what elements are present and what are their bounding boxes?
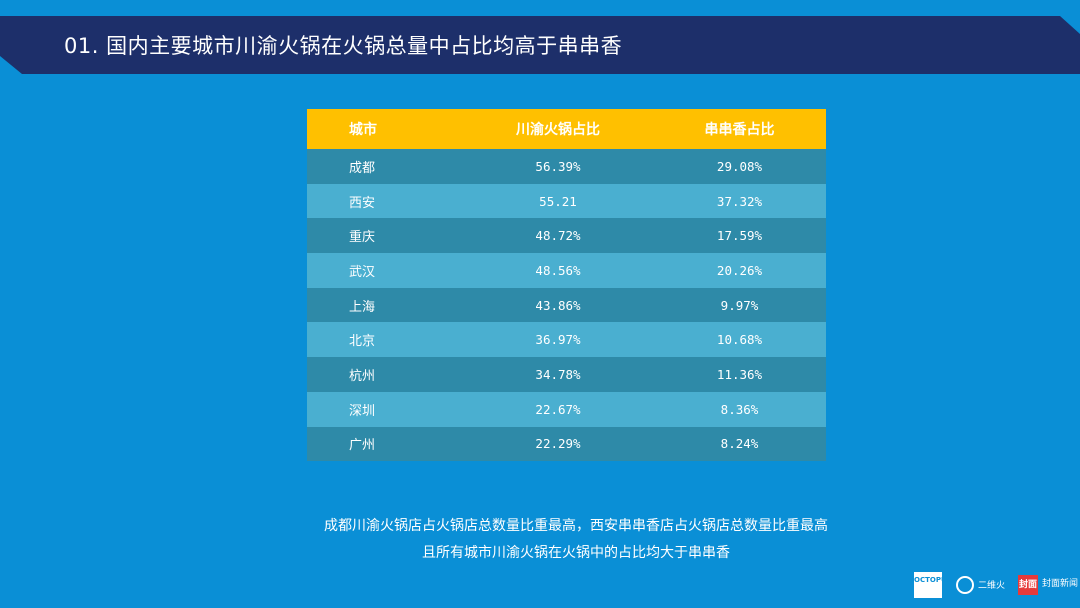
cell-chuanchuan-share: 29.08% <box>653 149 826 184</box>
table-row: 武汉 48.56% 20.26% <box>307 253 826 288</box>
fengmian-mark: 封面 <box>1018 575 1038 595</box>
table-row: 北京 36.97% 10.68% <box>307 322 826 358</box>
cell-hotpot-share: 36.97% <box>463 322 653 358</box>
cell-city: 上海 <box>307 287 463 323</box>
octopus-logo-text: OCTOPUS <box>914 576 952 584</box>
cell-city: 成都 <box>307 149 463 184</box>
page-title: 01. 国内主要城市川渝火锅在火锅总量中占比均高于串串香 <box>64 34 623 58</box>
erweihuo-mark-icon <box>956 576 974 594</box>
cell-chuanchuan-share: 17.59% <box>653 218 826 254</box>
table-row: 西安 55.21 37.32% <box>307 183 826 219</box>
caption-line-1: 成都川渝火锅店占火锅店总数量比重最高，西安串串香店占火锅店总数量比重最高 <box>324 518 828 534</box>
cell-hotpot-share: 22.67% <box>463 391 653 427</box>
cell-chuanchuan-share: 8.36% <box>653 391 826 427</box>
table-row: 广州 22.29% 8.24% <box>307 426 826 462</box>
cell-city: 武汉 <box>307 253 463 288</box>
fengmian-logo: 封面 封面新闻 <box>1018 572 1080 598</box>
cell-city: 北京 <box>307 322 463 358</box>
caption-line-2: 且所有城市川渝火锅在火锅中的占比均大于串串香 <box>422 545 730 561</box>
table-row: 上海 43.86% 9.97% <box>307 287 826 323</box>
cell-city: 深圳 <box>307 391 463 427</box>
cell-hotpot-share: 48.72% <box>463 218 653 254</box>
table-row: 深圳 22.67% 8.36% <box>307 391 826 427</box>
cell-hotpot-share: 56.39% <box>463 149 653 184</box>
data-table: 城市 川渝火锅占比 串串香占比 成都 56.39% 29.08% 西安 55.2… <box>307 109 826 462</box>
cell-chuanchuan-share: 11.36% <box>653 357 826 392</box>
column-header-city: 城市 <box>307 109 463 149</box>
title-bar-shape <box>0 16 1080 74</box>
cell-city: 广州 <box>307 426 463 462</box>
cell-hotpot-share: 43.86% <box>463 287 653 323</box>
title-bar <box>0 16 1080 74</box>
cell-chuanchuan-share: 10.68% <box>653 322 826 358</box>
column-header-chuanchuan-share: 串串香占比 <box>653 109 826 149</box>
column-header-hotpot-share: 川渝火锅占比 <box>463 109 653 149</box>
cell-hotpot-share: 48.56% <box>463 253 653 288</box>
cell-hotpot-share: 55.21 <box>463 183 653 219</box>
cell-city: 重庆 <box>307 218 463 254</box>
table-row: 成都 56.39% 29.08% <box>307 149 826 184</box>
erweihuo-logo: 二维火 <box>956 572 1012 598</box>
footer-logos: OCTOPUS 二维火 封面 封面新闻 <box>910 572 1080 600</box>
table-row: 重庆 48.72% 17.59% <box>307 218 826 254</box>
cell-chuanchuan-share: 37.32% <box>653 183 826 219</box>
erweihuo-logo-text: 二维火 <box>978 581 1006 591</box>
table-header-row: 城市 川渝火锅占比 串串香占比 <box>307 109 826 149</box>
cell-chuanchuan-share: 9.97% <box>653 287 826 323</box>
cell-city: 杭州 <box>307 357 463 392</box>
cell-chuanchuan-share: 8.24% <box>653 426 826 462</box>
cell-hotpot-share: 34.78% <box>463 357 653 392</box>
octopus-logo: OCTOPUS <box>914 572 952 598</box>
cell-hotpot-share: 22.29% <box>463 426 653 462</box>
cell-city: 西安 <box>307 183 463 219</box>
fengmian-logo-text: 封面新闻 <box>1042 579 1079 589</box>
cell-chuanchuan-share: 20.26% <box>653 253 826 288</box>
table-row: 杭州 34.78% 11.36% <box>307 357 826 392</box>
